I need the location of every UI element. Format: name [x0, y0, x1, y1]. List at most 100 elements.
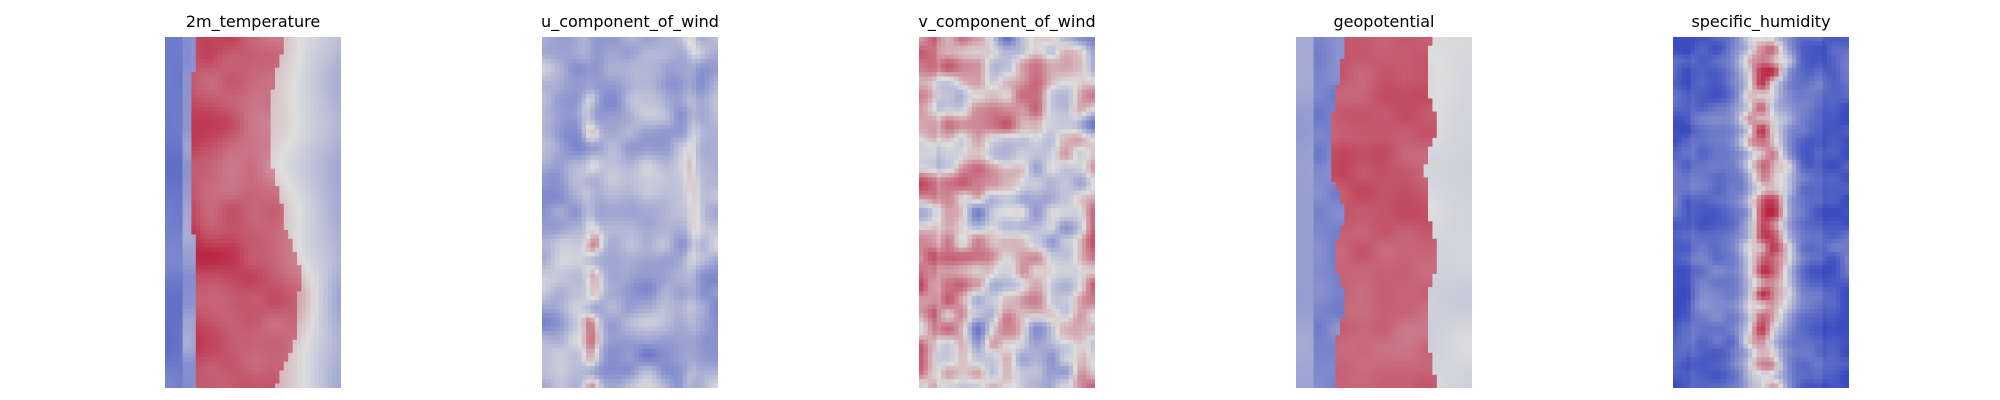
heatmap-cell	[572, 54, 578, 60]
heatmap-cell	[305, 45, 311, 51]
heatmap-cell	[253, 265, 258, 271]
heatmap-cell	[165, 164, 170, 170]
heatmap-cell	[248, 300, 254, 306]
heatmap-cell	[590, 102, 596, 108]
heatmap-cell	[297, 212, 302, 218]
heatmap-cell	[231, 41, 236, 47]
heatmap-cell	[638, 212, 644, 218]
heatmap-cell	[191, 251, 197, 257]
heatmap-cell	[542, 203, 547, 209]
heatmap-cell	[288, 221, 294, 227]
heatmap-cell	[332, 72, 338, 78]
heatmap-cell	[319, 111, 324, 117]
heatmap-cell	[301, 85, 307, 91]
heatmap-cell	[643, 54, 649, 60]
heatmap-cell	[647, 107, 653, 113]
heatmap-cell	[187, 181, 192, 187]
heatmap-cell	[564, 63, 569, 69]
heatmap-cell	[292, 339, 298, 345]
heatmap-cell	[616, 133, 622, 139]
heatmap-cell	[173, 146, 179, 152]
heatmap-cell	[572, 94, 578, 100]
heatmap-cell	[187, 335, 192, 341]
heatmap-cell	[568, 58, 574, 64]
heatmap-cell	[568, 221, 574, 227]
heatmap-cell	[226, 326, 232, 332]
heatmap-cell	[564, 67, 569, 73]
heatmap-cell	[323, 124, 329, 130]
heatmap-cell	[209, 352, 214, 358]
heatmap-cell	[297, 159, 302, 165]
heatmap-cell	[652, 164, 657, 170]
heatmap-cell	[279, 142, 285, 148]
heatmap-cell	[266, 199, 272, 205]
heatmap-cell	[213, 247, 219, 253]
heatmap-cell	[239, 243, 245, 249]
heatmap-cell	[599, 72, 605, 78]
heatmap-cell	[217, 133, 223, 139]
heatmap-cell	[165, 45, 170, 51]
heatmap-cell	[616, 159, 622, 165]
heatmap-cell	[200, 357, 206, 363]
heatmap-cell	[616, 137, 622, 143]
heatmap-cell	[625, 203, 631, 209]
heatmap-cell	[253, 111, 258, 117]
heatmap-cell	[559, 181, 565, 187]
heatmap-cell	[643, 124, 649, 130]
heatmap-cell	[266, 89, 272, 95]
heatmap-cell	[647, 146, 653, 152]
heatmap-cell	[603, 190, 609, 196]
heatmap-cell	[200, 102, 206, 108]
heatmap-cell	[678, 142, 684, 148]
heatmap-cell	[546, 216, 552, 222]
heatmap-cell	[323, 317, 329, 323]
heatmap-cell	[253, 72, 258, 78]
heatmap-cell	[235, 124, 241, 130]
heatmap-cell	[187, 287, 192, 293]
heatmap-cell	[297, 238, 302, 244]
heatmap-cell	[709, 102, 715, 108]
heatmap-cell	[165, 212, 170, 218]
heatmap-cell	[301, 370, 307, 376]
heatmap-cell	[572, 85, 578, 91]
heatmap-cell	[594, 137, 600, 143]
heatmap-cell	[275, 208, 280, 214]
heatmap-cell	[275, 94, 280, 100]
heatmap-cell	[266, 278, 272, 284]
heatmap-cell	[550, 142, 556, 148]
heatmap-cell	[643, 45, 649, 51]
heatmap-cell	[643, 212, 649, 218]
heatmap-cell	[195, 212, 201, 218]
heatmap-cell	[213, 339, 219, 345]
heatmap-cell	[239, 260, 245, 266]
heatmap-cell	[577, 76, 583, 82]
heatmap-cell	[301, 186, 307, 192]
heatmap-cell	[590, 173, 596, 178]
heatmap-cell	[581, 155, 587, 161]
heatmap-cell	[235, 295, 241, 301]
heatmap-cell	[222, 37, 228, 42]
heatmap-cell	[709, 58, 715, 64]
heatmap-cell	[559, 124, 565, 130]
heatmap-cell	[222, 269, 228, 275]
heatmap-cell	[209, 94, 214, 100]
heatmap-cell	[625, 54, 631, 60]
heatmap-cell	[165, 151, 170, 157]
heatmap-cell	[178, 181, 184, 187]
heatmap-cell	[178, 85, 184, 91]
heatmap-cell	[209, 186, 214, 192]
heatmap-cell	[594, 203, 600, 209]
heatmap-cell	[590, 208, 596, 214]
heatmap-cell	[612, 76, 618, 82]
heatmap-cell	[257, 186, 263, 192]
heatmap-cell	[222, 98, 228, 104]
heatmap-cell	[691, 216, 697, 222]
heatmap-cell	[674, 98, 679, 104]
heatmap-cell	[239, 335, 245, 341]
heatmap-cell	[204, 374, 210, 380]
heatmap-cell	[178, 98, 184, 104]
heatmap-cell	[616, 41, 622, 47]
heatmap-cell	[669, 168, 675, 174]
heatmap-cell	[625, 41, 631, 47]
heatmap-cell	[209, 98, 214, 104]
